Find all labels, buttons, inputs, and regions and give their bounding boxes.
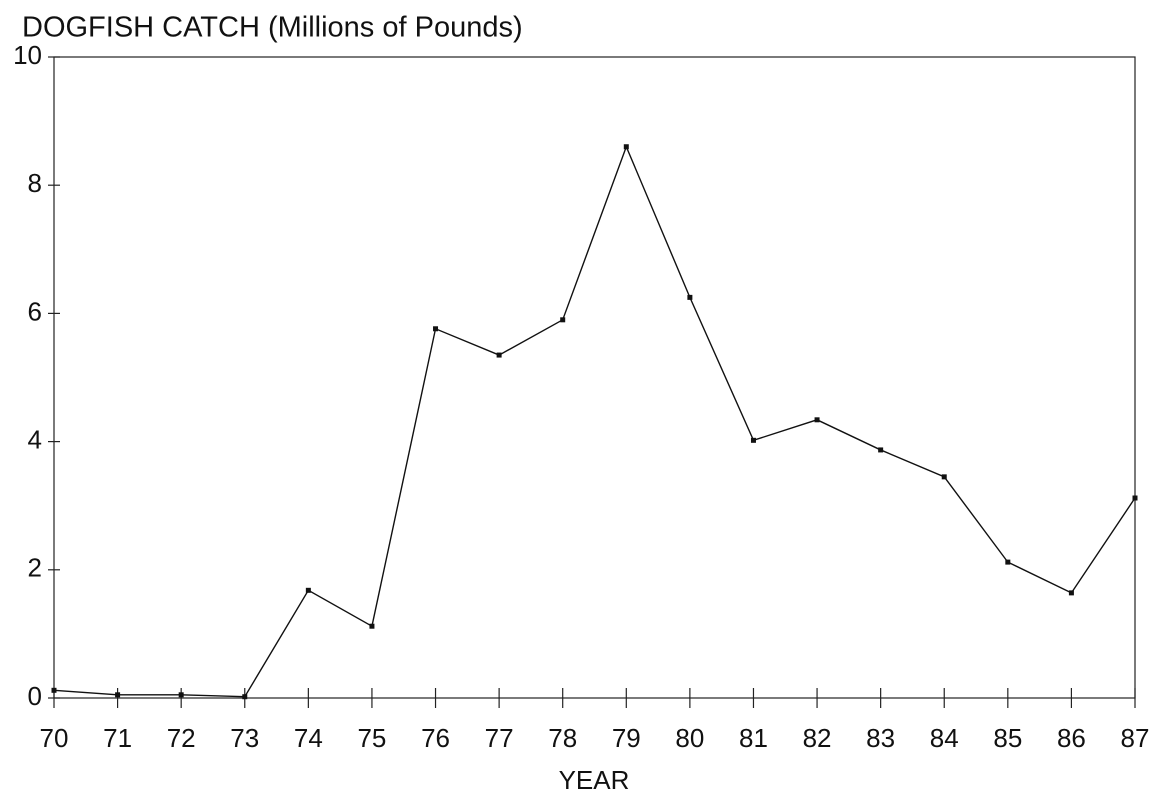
data-point — [369, 623, 375, 629]
x-tick-label: 75 — [357, 723, 386, 753]
data-point — [941, 474, 947, 480]
y-tick-label: 2 — [28, 553, 42, 583]
x-axis-label: YEAR — [559, 765, 630, 795]
data-point — [178, 692, 184, 698]
data-point — [623, 144, 629, 150]
data-point — [305, 587, 311, 593]
data-point — [115, 692, 121, 698]
data-point — [687, 294, 693, 300]
data-point — [1068, 590, 1074, 596]
data-point — [1132, 495, 1138, 501]
data-line — [53, 144, 1136, 698]
x-tick-label: 86 — [1057, 723, 1086, 753]
x-tick-label: 70 — [40, 723, 69, 753]
x-tick-label: 72 — [167, 723, 196, 753]
data-point — [433, 326, 439, 332]
x-tick-label: 80 — [675, 723, 704, 753]
data-point — [814, 417, 820, 423]
data-point — [496, 352, 502, 358]
y-tick-label: 8 — [28, 168, 42, 198]
data-point — [1005, 559, 1011, 565]
plot-frame — [53, 56, 1136, 699]
x-tick-label: 83 — [866, 723, 895, 753]
x-tick-label: 87 — [1121, 723, 1150, 753]
y-tick-label: 0 — [28, 681, 42, 711]
x-tick-label: 81 — [739, 723, 768, 753]
x-tick-label: 79 — [612, 723, 641, 753]
data-point — [242, 694, 248, 700]
y-tick-label: 10 — [13, 40, 42, 70]
x-tick-label: 71 — [103, 723, 132, 753]
data-point — [51, 687, 57, 693]
data-point — [560, 317, 566, 323]
x-tick-label: 77 — [485, 723, 514, 753]
x-tick-label: 73 — [230, 723, 259, 753]
x-tick-label: 76 — [421, 723, 450, 753]
data-point — [750, 437, 756, 443]
y-tick-label: 6 — [28, 296, 42, 326]
y-tick-label: 4 — [28, 424, 42, 454]
x-tick-label: 85 — [993, 723, 1022, 753]
x-tick-label: 78 — [548, 723, 577, 753]
chart-title: DOGFISH CATCH (Millions of Pounds) — [22, 12, 523, 44]
data-point — [878, 447, 884, 453]
x-tick-label: 82 — [803, 723, 832, 753]
x-tick-label: 74 — [294, 723, 323, 753]
x-tick-label: 84 — [930, 723, 959, 753]
